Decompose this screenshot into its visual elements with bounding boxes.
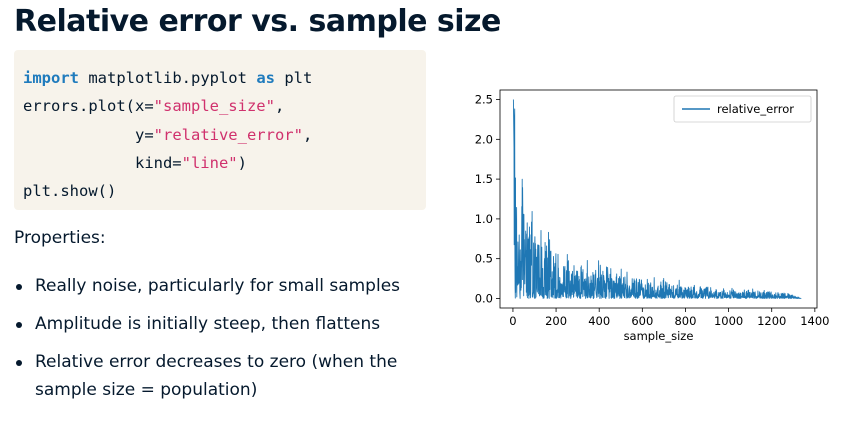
code-text: import matplotlib.pyplot as plt errors.p… [14,50,426,205]
y-tick-label: 2.5 [475,93,493,107]
code-text-segment: , [274,97,285,116]
code-text-segment: ) [237,153,247,172]
list-item: Amplitude is initially steep, then flatt… [14,310,444,338]
code-text-segment: y= [23,125,154,144]
slide-title: Relative error vs. sample size [14,4,501,39]
legend-label: relative_error [717,102,794,116]
code-text-segment: plt.show() [23,182,117,201]
x-tick-label: 1200 [757,314,786,328]
y-tick-label: 2.0 [475,132,493,146]
x-tick-label: 1000 [714,314,743,328]
code-text-segment: kind= [23,153,182,172]
plot-area [499,89,818,309]
code-string: "sample_size" [153,97,275,116]
series-line-relative-error [512,99,802,299]
code-text-segment: matplotlib.pyplot [79,69,257,87]
relative-error-chart: 0 200 400 600 800 1000 1200 1400 0.0 0.5 1.0 1.5 2.0… [475,89,829,343]
x-tick-label: 600 [631,314,653,328]
properties-list: Really noise, particularly for small sam… [14,272,444,414]
legend-box [673,95,812,123]
y-tick-label: 0.0 [475,291,493,305]
x-tick-label: 0 [509,314,516,328]
x-axis-label: sample_size [624,329,694,343]
x-tick-label: 400 [588,314,610,328]
code-keyword-import: import [23,69,79,87]
properties-label: Properties: [14,228,106,248]
code-string: "line" [181,153,238,172]
x-tick-label: 1400 [800,314,829,328]
list-item: Really noise, particularly for small sam… [14,272,444,300]
y-tick-label: 1.0 [475,212,493,226]
code-string: "relative_error" [153,125,303,144]
list-item: Relative error decreases to zero (when t… [14,348,444,404]
code-text-segment: , [302,125,313,144]
code-block: import matplotlib.pyplot as plt errors.p… [14,50,426,210]
code-text-segment: errors.plot(x= [23,97,154,116]
y-tick-label: 1.5 [475,172,493,186]
y-tick-label: 0.5 [475,252,493,266]
code-text-segment: plt [274,69,313,87]
x-tick-label: 800 [674,314,696,328]
code-keyword-as: as [256,69,275,87]
x-tick-label: 200 [545,314,567,328]
